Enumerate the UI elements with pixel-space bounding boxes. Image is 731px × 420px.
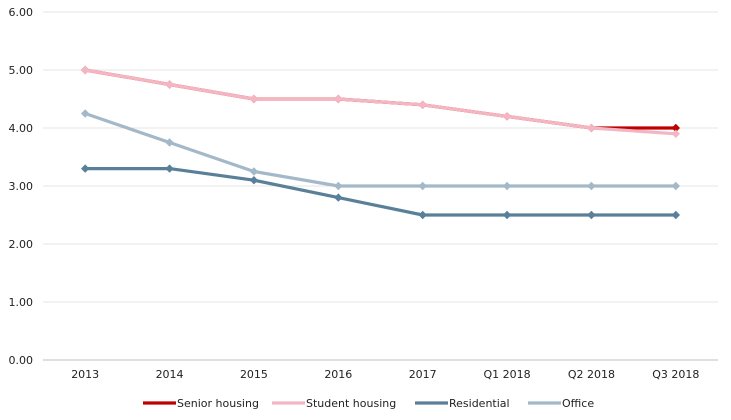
- legend-item-office: Office: [528, 397, 594, 410]
- data-point-student-housing: [334, 94, 343, 104]
- y-tick-label: 5.00: [9, 64, 34, 77]
- data-point-student-housing: [671, 129, 681, 138]
- legend-label-senior-housing: Senior housing: [177, 397, 259, 410]
- data-point-student-housing: [587, 123, 596, 133]
- data-point-office: [502, 181, 512, 191]
- data-point-student-housing: [80, 65, 90, 75]
- legend-label-office: Office: [562, 397, 594, 410]
- data-point-residential: [671, 210, 681, 220]
- data-point-student-housing: [502, 112, 512, 121]
- data-point-office: [80, 109, 90, 118]
- legend-label-residential: Residential: [449, 397, 510, 410]
- grid-lines: [43, 11, 718, 303]
- x-tick-labels: 2013 2014 2015 2016 2017 Q1 2018 Q2 2018 Q3 201…: [71, 368, 699, 381]
- data-point-residential: [502, 210, 512, 220]
- x-tick-label: 2013: [71, 368, 99, 381]
- data-point-residential: [418, 210, 427, 220]
- series-office: [80, 109, 681, 191]
- series-student-housing: [80, 65, 681, 138]
- series-senior-housing: [80, 65, 681, 133]
- data-point-office: [671, 181, 681, 191]
- data-point-office: [165, 138, 174, 147]
- data-point-office: [249, 167, 259, 176]
- series-line-student-housing: [84, 68, 676, 136]
- legend: Senior housing Student housing Residential…: [143, 397, 594, 410]
- legend-item-senior-housing: Senior housing: [143, 397, 259, 410]
- series-residential: [80, 164, 681, 220]
- x-tick-label: 2016: [324, 368, 352, 381]
- series-line-senior-housing: [84, 68, 676, 130]
- legend-item-residential: Residential: [415, 397, 510, 410]
- data-point-office: [418, 181, 427, 191]
- data-point-student-housing: [165, 80, 174, 89]
- data-point-residential: [80, 164, 90, 173]
- x-tick-label: Q1 2018: [483, 368, 530, 381]
- data-point-residential: [334, 193, 343, 202]
- y-tick-label: 6.00: [9, 6, 34, 19]
- x-tick-label: 2014: [156, 368, 184, 381]
- y-tick-label: 1.00: [9, 296, 34, 309]
- data-point-residential: [587, 210, 596, 220]
- y-tick-label: 4.00: [9, 122, 34, 135]
- y-tick-label: 0.00: [9, 354, 34, 367]
- data-point-office: [587, 181, 596, 191]
- series-lines: [80, 65, 681, 220]
- series-line-office: [84, 111, 676, 188]
- data-point-student-housing: [249, 94, 259, 104]
- data-point-senior-housing: [671, 123, 681, 133]
- x-tick-label: 2015: [240, 368, 268, 381]
- legend-item-student-housing: Student housing: [272, 397, 396, 410]
- legend-label-student-housing: Student housing: [306, 397, 396, 410]
- x-tick-label: Q2 2018: [568, 368, 615, 381]
- y-tick-label: 2.00: [9, 238, 34, 251]
- data-point-student-housing: [418, 100, 427, 109]
- data-point-office: [334, 181, 343, 191]
- y-tick-label: 3.00: [9, 180, 34, 193]
- data-point-residential: [165, 164, 174, 173]
- x-tick-label: Q3 2018: [652, 368, 699, 381]
- y-tick-labels: 0.00 1.00 2.00 3.00 4.00 5.00 6.00: [9, 6, 34, 367]
- x-tick-label: 2017: [409, 368, 437, 381]
- series-line-residential: [85, 167, 676, 217]
- data-point-residential: [249, 176, 259, 185]
